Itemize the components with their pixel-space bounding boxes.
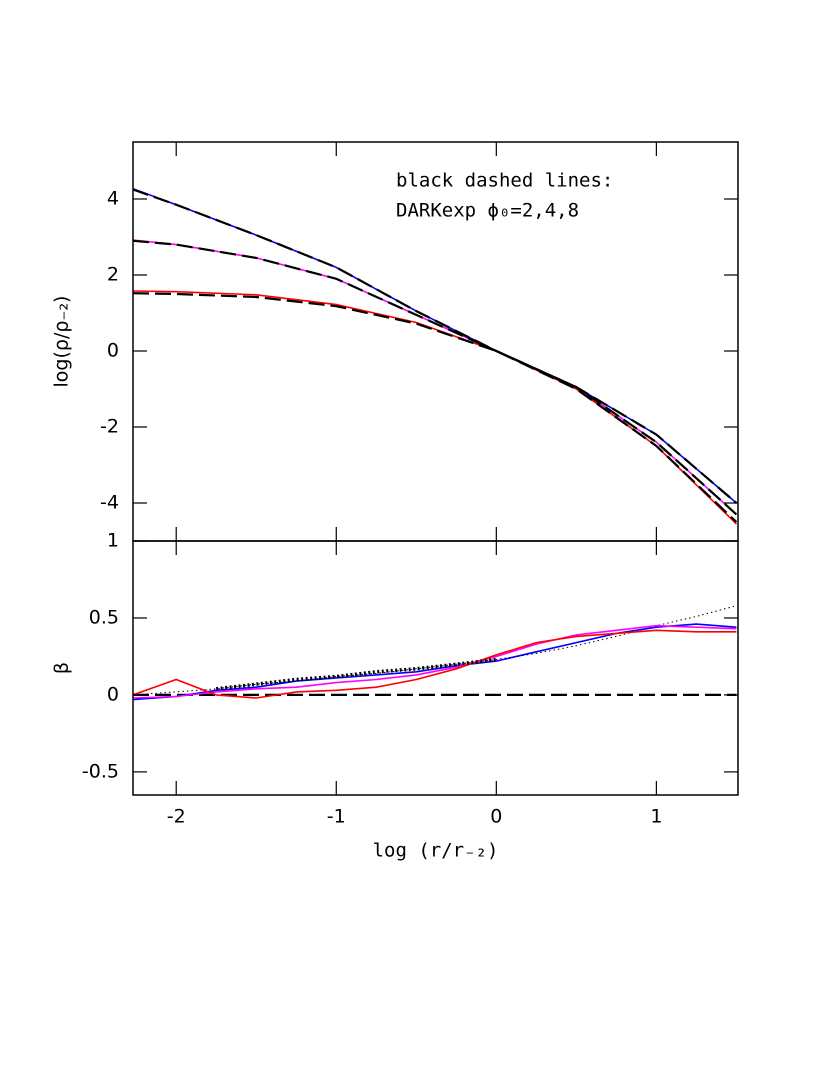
y-tick-label: 0 bbox=[107, 683, 119, 705]
y-tick-label: -0.5 bbox=[82, 760, 119, 782]
data-line bbox=[133, 239, 737, 515]
frame bbox=[132, 540, 739, 796]
data-line bbox=[133, 292, 738, 523]
plot-lines bbox=[133, 605, 737, 701]
y-axis-label: log(ρ/ρ₋₂) bbox=[51, 296, 73, 388]
y-axis-label: β bbox=[51, 662, 73, 674]
annotation: black dashed lines: bbox=[396, 170, 613, 192]
data-line bbox=[133, 605, 737, 696]
data-line bbox=[133, 239, 738, 516]
data-line bbox=[133, 187, 737, 504]
y-tick-label: -4 bbox=[100, 492, 119, 514]
x-tick-label: 1 bbox=[650, 806, 662, 828]
panel: -4 -2 0 2 4 log(ρ/ρ₋₂) black dashed lines: DARK… bbox=[51, 141, 739, 542]
y-tick-label: 0 bbox=[107, 340, 119, 362]
y-tick-label: 0.5 bbox=[89, 606, 119, 628]
data-line bbox=[133, 188, 738, 504]
y-tick-label: 1 bbox=[107, 530, 119, 552]
annotation: DARKexp ϕ₀=2,4,8 bbox=[396, 200, 579, 222]
data-line bbox=[133, 629, 737, 699]
x-tick-label: 0 bbox=[490, 806, 502, 828]
x-axis-label: log (r/r₋₂) bbox=[373, 840, 499, 862]
panel: -2 -1 0 1 -0.5 0 0.5 1 β log (r/r₋₂) bbox=[51, 530, 739, 862]
x-tick-label: -2 bbox=[167, 806, 186, 828]
data-line bbox=[133, 623, 737, 701]
data-line bbox=[133, 290, 737, 525]
x-tick-label: -1 bbox=[327, 806, 346, 828]
data-line bbox=[216, 657, 497, 691]
y-tick-label: 2 bbox=[107, 264, 119, 286]
y-tick-label: 4 bbox=[107, 188, 119, 210]
plot-lines bbox=[133, 187, 738, 525]
y-tick-label: -2 bbox=[100, 416, 119, 438]
data-line bbox=[133, 624, 737, 699]
